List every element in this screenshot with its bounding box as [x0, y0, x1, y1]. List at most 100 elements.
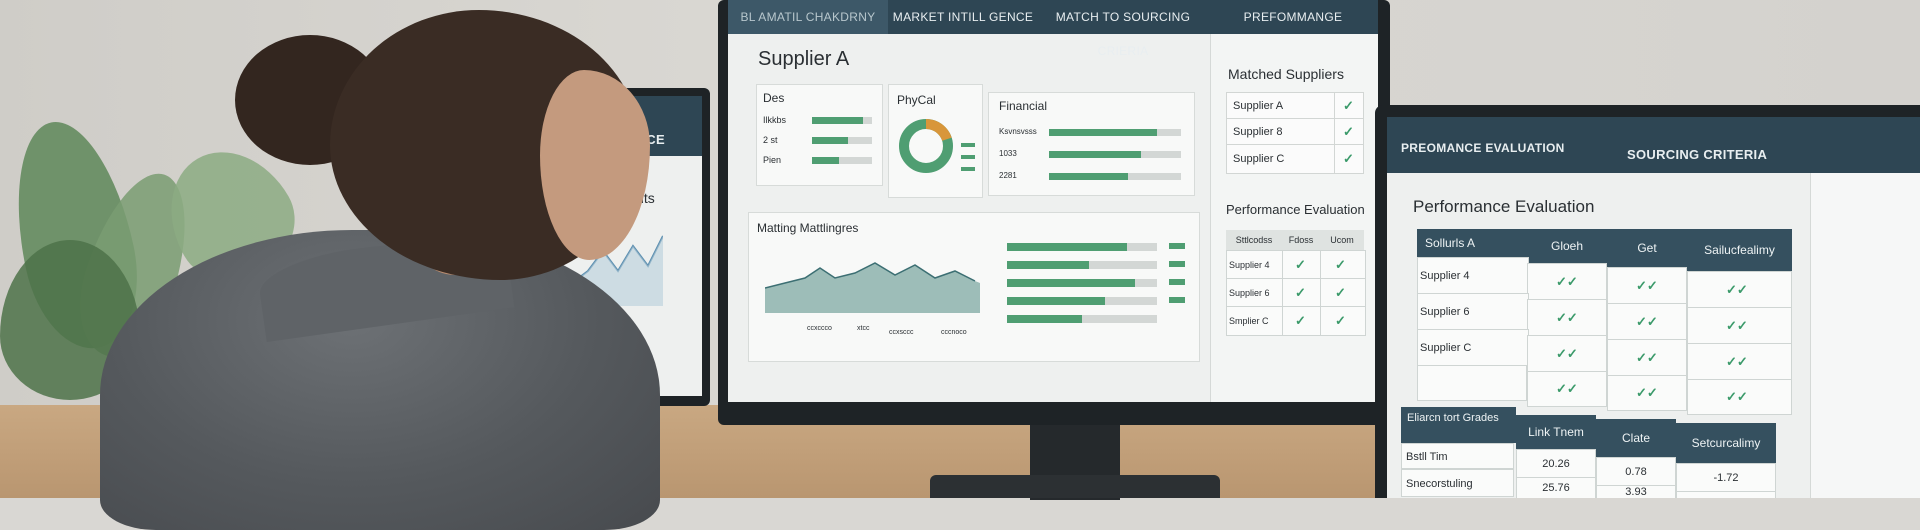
right-tab-sourcing-criteria[interactable]: SOURCING CRITERIA	[1627, 147, 1768, 162]
table1-cell: ✓✓	[1527, 263, 1607, 301]
table2-cell: 25.76	[1516, 477, 1596, 498]
perf-header-cell: Fdoss	[1282, 230, 1320, 250]
matched-supplier-row[interactable]: Supplier C	[1226, 144, 1336, 174]
matting-x-label: cccnoco	[941, 329, 967, 336]
matched-supplier-row[interactable]: Supplier A	[1226, 92, 1336, 120]
table1-cell: ✓✓	[1687, 379, 1792, 415]
matting-bar-bg	[1007, 315, 1157, 323]
table1-row-label: Supplier 6	[1417, 293, 1529, 331]
check-icon: ✓✓	[1726, 389, 1748, 404]
table1-cell: ✓✓	[1687, 271, 1792, 309]
check-icon: ✓	[1343, 98, 1354, 113]
matting-x-label: ccxsccc	[889, 329, 914, 336]
table1-cell: ✓✓	[1607, 339, 1687, 377]
table1-cell: ✓✓	[1607, 303, 1687, 341]
matched-supplier-check-cell: ✓	[1334, 118, 1364, 146]
table1-row-label: Supplier 4	[1417, 257, 1529, 295]
des-bar-bg	[812, 157, 872, 164]
table2-header-cell: Link Tnem	[1516, 415, 1596, 449]
right-monitor-screen: PREOMANCE EVALUATION SOURCING CRITERIA P…	[1387, 117, 1920, 498]
matting-x-label: xtcc	[857, 325, 870, 332]
performance-evaluation-title: Performance Evaluation	[1226, 202, 1365, 217]
matched-supplier-check-cell: ✓	[1334, 144, 1364, 174]
financial-card: Financial Ksvnsvsss 1033 2281	[988, 92, 1195, 196]
table2-header-cell: Eliarcn tort Grades	[1401, 407, 1516, 443]
check-icon: ✓✓	[1726, 354, 1748, 369]
matting-indicator	[1169, 279, 1185, 285]
check-icon: ✓	[1295, 285, 1306, 300]
table1-cell: ✓✓	[1527, 371, 1607, 407]
des-card-title: Des	[763, 91, 785, 105]
tab-performance-evaluation[interactable]: PREFOMMANGE EVALUATTO	[1243, 10, 1343, 58]
check-icon: ✓✓	[1556, 310, 1578, 325]
center-monitor: BL AMATIL CHAKDRNY MARKET INTILL GENCE M…	[718, 0, 1390, 425]
tab-match-sourcing-criteria[interactable]: MATCH TO SOURCING CRIERIA	[1055, 10, 1191, 58]
table1-header-cell: Sollurls A	[1417, 229, 1527, 257]
phycal-legend-mark	[961, 167, 975, 171]
center-monitor-base	[930, 475, 1220, 498]
table2-row-label: Bstll Tim	[1401, 443, 1514, 469]
table2-row-label: Snecorstuling	[1401, 469, 1514, 497]
table1-cell: ✓✓	[1527, 335, 1607, 373]
phycal-legend-mark	[961, 155, 975, 159]
phycal-legend-mark	[961, 143, 975, 147]
des-bar	[812, 137, 848, 144]
des-row-label: Pien	[763, 155, 782, 165]
matched-supplier-name: Supplier 8	[1233, 126, 1283, 138]
check-icon: ✓✓	[1726, 282, 1748, 297]
check-icon: ✓✓	[1636, 385, 1658, 400]
check-icon: ✓✓	[1636, 314, 1658, 329]
matting-bar	[1007, 261, 1089, 269]
perf-cell: ✓	[1320, 306, 1366, 336]
check-icon: ✓	[1335, 257, 1346, 272]
check-icon: ✓✓	[1556, 346, 1578, 361]
table1-row-label	[1417, 365, 1527, 401]
financial-bar	[1049, 151, 1141, 158]
des-card: Des Ilkkbs 2 st Pien	[756, 84, 883, 186]
matched-supplier-name: Supplier A	[1233, 100, 1284, 112]
table2-cell: 20.26	[1516, 449, 1596, 479]
perf-row-label: Smplier C	[1226, 306, 1284, 336]
matting-indicator	[1169, 261, 1185, 267]
matched-supplier-row[interactable]: Supplier 8	[1226, 118, 1336, 146]
check-icon: ✓	[1343, 151, 1354, 166]
right-tab-performance-evaluation[interactable]: PREOMANCE EVALUATION	[1401, 141, 1565, 155]
matting-indicator	[1169, 243, 1185, 249]
table1-row-label: Supplier C	[1417, 329, 1529, 367]
table2-cell: 0.78	[1596, 457, 1676, 487]
des-bar	[812, 117, 863, 124]
center-monitor-screen: BL AMATIL CHAKDRNY MARKET INTILL GENCE M…	[728, 0, 1378, 402]
perf-cell: ✓	[1282, 306, 1322, 336]
phycal-card-title: PhyCal	[897, 93, 936, 107]
matting-card: Matting Mattlingres ccxccco xtcc ccxsccc…	[748, 212, 1200, 362]
table2-cell: 3.93	[1596, 485, 1676, 498]
financial-row-label: Ksvnsvsss	[999, 127, 1037, 136]
right-page-title: Performance Evaluation	[1413, 197, 1595, 216]
table1-cell: ✓✓	[1687, 343, 1792, 381]
des-row-label: 2 st	[763, 135, 778, 145]
tab-market-intelligence[interactable]: MARKET INTILL GENCE	[892, 10, 1034, 24]
perf-header-cell: Ucom	[1320, 230, 1364, 250]
des-row-label: Ilkkbs	[763, 115, 787, 125]
matched-supplier-check-cell: ✓	[1334, 92, 1364, 120]
center-right-panel	[1210, 34, 1378, 402]
check-icon: ✓✓	[1556, 274, 1578, 289]
tab-overview[interactable]: BL AMATIL CHAKDRNY	[728, 0, 888, 34]
table1-header-cell: Get	[1607, 229, 1687, 267]
matting-area-chart	[765, 262, 980, 313]
check-icon: ✓✓	[1726, 318, 1748, 333]
table1-cell: ✓✓	[1607, 267, 1687, 305]
phycal-donut-chart	[899, 119, 953, 173]
check-icon: ✓✓	[1636, 278, 1658, 293]
phycal-card: PhyCal	[888, 84, 983, 198]
matched-supplier-name: Supplier C	[1233, 153, 1285, 165]
des-bar	[812, 157, 839, 164]
table1-cell: ✓✓	[1527, 299, 1607, 337]
financial-bar	[1049, 129, 1157, 136]
perf-cell: ✓	[1282, 278, 1322, 308]
right-monitor: PREOMANCE EVALUATION SOURCING CRITERIA P…	[1375, 105, 1920, 498]
matting-indicator	[1169, 297, 1185, 303]
perf-header-cell: Sttlcodss	[1226, 230, 1282, 250]
check-icon: ✓	[1343, 124, 1354, 139]
check-icon: ✓	[1335, 313, 1346, 328]
